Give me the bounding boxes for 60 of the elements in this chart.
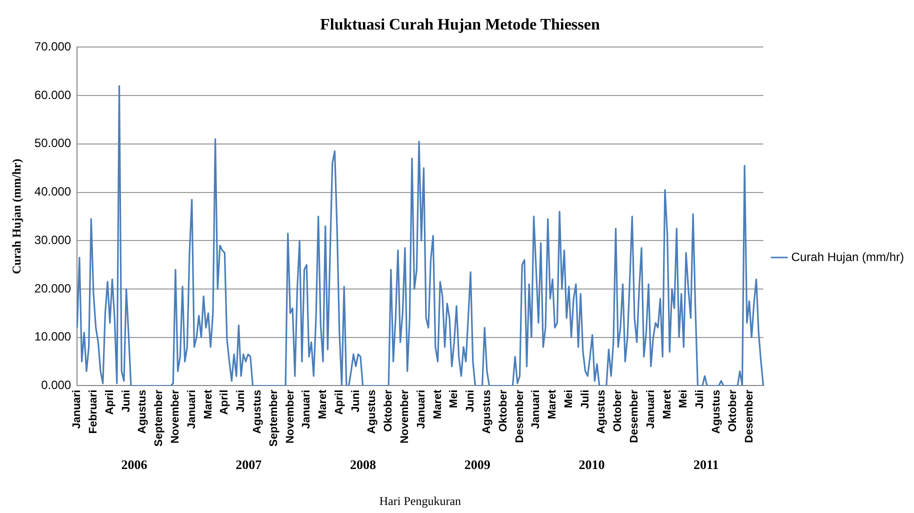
x-tick-label: Juli bbox=[579, 390, 592, 409]
y-tick-label: 40.000 bbox=[34, 184, 72, 199]
y-axis-title: Curah Hujan (mm/hr) bbox=[9, 158, 24, 274]
text: 2011 bbox=[693, 457, 719, 472]
x-tick-label: Desember bbox=[514, 389, 526, 443]
y-tick-label: 30.000 bbox=[34, 232, 72, 247]
x-tick-label: Februari bbox=[88, 390, 100, 434]
text: 2009 bbox=[464, 457, 491, 472]
y-tick-label: 60.000 bbox=[34, 88, 72, 102]
x-tick-label: November bbox=[170, 389, 182, 444]
x-tick-label: Maret bbox=[546, 389, 559, 420]
x-tick-label: Mei bbox=[678, 390, 690, 408]
x-axis-title: Hari Pengukuran bbox=[379, 494, 462, 508]
x-tick-label: Juni bbox=[350, 390, 362, 412]
x-tick-label: Agustus bbox=[480, 390, 493, 434]
text: 2008 bbox=[350, 457, 377, 472]
x-tick-label: Desember bbox=[628, 389, 641, 443]
x-tick-label: November bbox=[399, 389, 412, 444]
x-tick-label: Juni bbox=[464, 390, 477, 412]
x-tick-label: Juli bbox=[694, 390, 706, 409]
x-tick-label: Agustus bbox=[136, 390, 149, 434]
y-tick-label: 70.000 bbox=[34, 40, 72, 54]
chart-title: Fluktuasi Curah Hujan Metode Thiessen bbox=[320, 16, 600, 34]
x-tick-label: April bbox=[218, 390, 231, 415]
x-tick-label: Oktober bbox=[612, 389, 624, 432]
x-tick-label: Oktober bbox=[382, 389, 395, 432]
x-tick-label: Agustus bbox=[366, 390, 378, 434]
x-tick-label: Desember bbox=[743, 389, 756, 443]
x-tick-label: Juni bbox=[235, 390, 248, 412]
x-tick-label: Agustus bbox=[251, 390, 264, 434]
x-tick-label: Mei bbox=[448, 390, 460, 408]
x-tick-label: Januari bbox=[644, 390, 657, 429]
y-tick-label: 10.000 bbox=[34, 330, 72, 344]
x-tick-label: November bbox=[284, 389, 296, 444]
x-tick-label: Agustus bbox=[596, 390, 608, 434]
x-tick-label: Maret bbox=[432, 389, 444, 420]
x-tick-label: Juni bbox=[120, 390, 132, 412]
y-tick-label: 0.000 bbox=[41, 378, 72, 392]
x-tick-label: Maret bbox=[661, 389, 674, 420]
x-tick-label: Januari bbox=[71, 390, 84, 429]
x-tick-label: Oktober bbox=[497, 389, 510, 432]
x-tick-label: Maret bbox=[317, 389, 330, 420]
x-tick-label: Januari bbox=[300, 390, 313, 429]
text: 2006 bbox=[121, 457, 148, 472]
x-tick-label: September bbox=[268, 389, 280, 447]
y-tick-label: 50.000 bbox=[34, 136, 72, 150]
legend-label: Curah Hujan (mm/hr) bbox=[791, 250, 904, 264]
x-tick-label: April bbox=[104, 390, 116, 415]
x-tick-label: Januari bbox=[186, 390, 198, 429]
x-tick-label: Agustus bbox=[710, 390, 722, 434]
x-tick-label: April bbox=[333, 390, 346, 415]
x-tick-label: Januari bbox=[415, 390, 428, 429]
x-tick-label: Maret bbox=[202, 389, 214, 420]
x-tick-label: Mei bbox=[562, 390, 575, 408]
text: 2010 bbox=[578, 457, 605, 472]
text: 2007 bbox=[236, 457, 262, 472]
x-tick-label: Januari bbox=[530, 390, 542, 429]
x-tick-label: September bbox=[153, 389, 166, 447]
x-tick-label: Oktober bbox=[726, 389, 739, 432]
y-tick-label: 20.000 bbox=[34, 281, 72, 296]
